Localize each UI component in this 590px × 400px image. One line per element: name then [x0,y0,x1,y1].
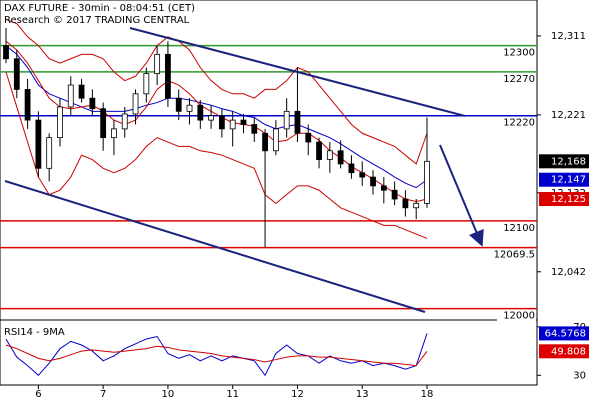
candle-body [100,108,107,139]
series-line [5,71,428,239]
level-label-bg [497,72,536,85]
level-label: 12300 [503,48,535,59]
value-box-label: 12,147 [551,175,586,186]
candle-body [305,132,312,143]
candle-body [370,176,376,187]
level-label: 12270 [503,74,535,85]
candle-body [3,45,9,60]
candle-body [283,110,290,130]
value-box [539,154,589,169]
candle-body [229,119,236,130]
value-box-label: 12,125 [551,194,586,205]
x-tick-label: 18 [421,389,434,400]
candle-body [67,84,74,108]
chart-subtitle: Research © 2017 TRADING CENTRAL [4,15,190,26]
value-box [539,172,589,187]
candle-body [391,189,398,200]
candle-body [46,137,53,169]
candle-body [165,53,171,99]
x-tick-label: 13 [356,389,369,400]
series-line [5,18,428,165]
candle-body [24,89,31,121]
candle-body [208,115,215,121]
series-line [5,344,428,367]
candle-body [402,198,409,209]
candle-body [380,185,387,191]
candle-body [111,128,117,139]
level-label: 12069.5 [494,250,535,261]
candle-body [272,128,279,152]
candle-body [35,119,42,169]
level-label: 12220 [503,118,535,129]
candle-body [218,115,225,130]
candle-body [348,163,355,174]
value-box-label: 12,168 [551,156,586,167]
level-label-bg [497,46,536,59]
candle-body [143,73,150,95]
candle-body [359,172,366,178]
channel-upper [129,27,466,117]
candle-body [251,124,258,134]
x-tick-label: 6 [35,389,41,400]
candle-body [413,202,420,209]
value-box [539,326,589,341]
layer: 12300 12270 12220 12100 12069.5 12000 [0,18,537,377]
series-line [5,333,428,377]
channel-lower [4,180,426,313]
x-tick-label: 7 [100,389,106,400]
forecast-arrow [439,144,484,247]
candle-body [13,58,20,90]
series-line [5,45,428,189]
level-label-bg [497,221,536,234]
level-label-bg [497,309,536,322]
candle-body [186,104,193,112]
plot-frame [0,0,538,386]
candle-body [240,119,247,125]
candle-body [262,132,268,152]
chart-title: DAX FUTURE - 30min - 08:04:51 (CET) [4,3,195,14]
candle-body [316,141,322,160]
level-label: 12100 [503,223,535,234]
candle-body [132,93,139,115]
y-tick-label: 12,042 [551,267,586,278]
level-label: 12000 [503,311,535,322]
candle-body [78,84,85,99]
candle-body [121,113,128,130]
candle-body [197,104,204,121]
candle-body [424,160,430,204]
value-box-label: 49.808 [551,346,586,357]
x-tick-label: 11 [226,389,239,400]
value-box [539,344,589,359]
value-box-label: 64.5768 [545,328,586,339]
candle-body [154,53,161,75]
x-tick-label: 12 [291,389,304,400]
rsi-title: RSI14 - 9MA [4,327,65,338]
y-tick-label: 30 [573,370,586,381]
level-label-bg [497,116,536,129]
y-tick-label: 12,311 [551,31,586,42]
level-label-bg [497,248,536,261]
candle-body [89,97,96,110]
series-line [5,40,428,203]
candle-body [294,110,301,134]
candle-body [326,150,333,160]
x-tick-label: 10 [162,389,175,400]
candle-body [175,97,182,112]
y-tick-label: 12,221 [551,110,586,121]
value-box [539,192,589,207]
candle-body [57,106,63,139]
candle-body [337,150,344,165]
